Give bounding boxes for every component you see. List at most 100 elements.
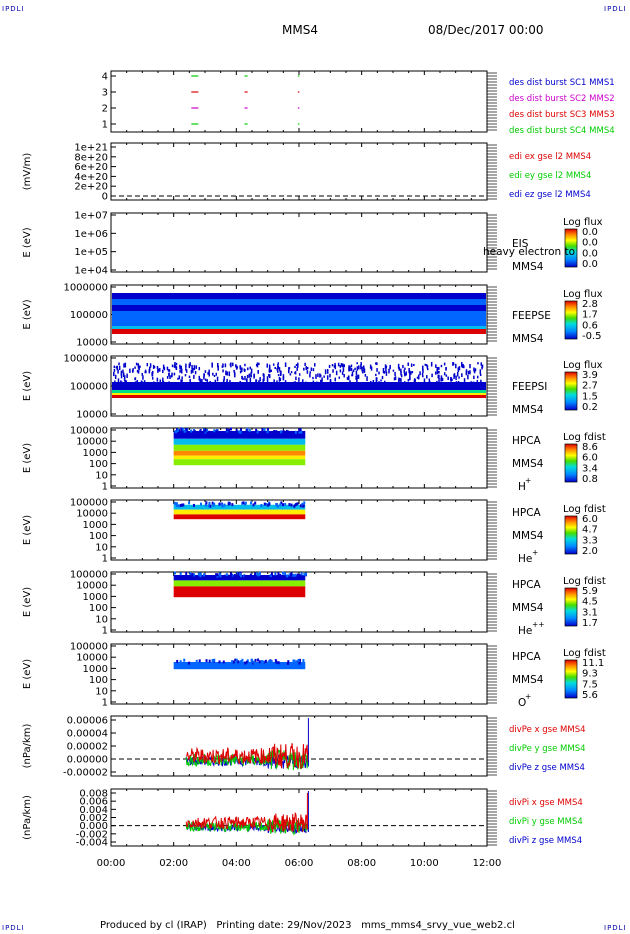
panel-feepsi-speck (346, 376, 349, 380)
panel-feepsi-speck (250, 374, 252, 378)
panel-edi-ytick-label: 0 (102, 192, 108, 203)
panel-hpca_he1-speck (211, 501, 214, 505)
panel-hpca_o-speck (297, 658, 300, 662)
panel-feepsi-speck (411, 371, 414, 374)
panel-hpca_he1-ytick-label: 10 (95, 542, 108, 553)
panel-hpca_he1-band (173, 509, 306, 515)
panel-feepsi-speck (144, 371, 146, 374)
panel-hpca_h-speck (248, 429, 251, 433)
panel-feepsi-speck (400, 368, 402, 373)
panel-feepsi-speck (473, 367, 475, 372)
panel-hpca_o-speck (188, 661, 191, 665)
panel-hpca_o-speck (235, 660, 238, 664)
panel-hpca_he1-speck (209, 504, 212, 508)
panel-feepse-ytick-label: 1000000 (63, 283, 108, 294)
panel-feepsi-speck (309, 373, 311, 378)
panel-feepsi-speck (118, 362, 120, 366)
panel-hpca_he1-ytick-label: 100000 (70, 498, 108, 509)
panel-feepse-row (112, 326, 486, 329)
panel-divpi-ytick-label: 0.004 (79, 805, 108, 816)
panel-hpca_he2-spacecraft: MMS4 (512, 602, 544, 614)
panel-feepsi-speck (341, 363, 344, 368)
panel-feepsi-speck (279, 373, 282, 377)
panel-hpca_o-species-charge: + (525, 692, 531, 701)
panel-edi-ytick-label: 8e+20 (74, 152, 108, 163)
panel-hpca_h-speck (227, 428, 230, 432)
x-tick-label: 08:00 (347, 858, 376, 869)
panel-feepse-ylabel: E (eV) (22, 299, 33, 329)
panel-feepsi-speck (289, 373, 292, 376)
panel-divpe-ytick-label: 0.00006 (67, 716, 108, 727)
panel-hpca_h-speck (298, 428, 301, 432)
panel-feepsi-speck (440, 375, 443, 378)
panel-edi-legend: edi ey gse l2 MMS4 (509, 171, 591, 181)
panel-feepsi-speck (276, 367, 278, 371)
panel-feepsi-speck (326, 369, 329, 374)
panel-hpca_h-ytick-label: 1 (102, 482, 108, 493)
panel-feepsi-speck (162, 364, 165, 370)
panel-feepsi-speck (356, 378, 358, 384)
panel-feepsi-speck (469, 364, 471, 369)
panel-hpca_o-speck (211, 661, 214, 665)
panel-feepsi-speck (402, 364, 404, 369)
panel-feepsi-speck (144, 369, 147, 373)
panel-hpca_he2-speck (218, 572, 221, 576)
panel-hpca_he2-speck (191, 572, 194, 576)
panel-hpca_he2-speck (237, 572, 240, 576)
panel-hpca_he2-speck (174, 571, 177, 575)
panel-feepsi-speck (443, 372, 446, 376)
panel-hpca_he1-speck (295, 503, 298, 507)
panel-hpca_o-speck (260, 660, 263, 664)
panel-hpca_he1-speck (252, 503, 255, 507)
panel-hpca_he2-band (173, 580, 306, 587)
panel-feepse-instrument: FEEPSE (512, 310, 551, 322)
panel-feepsi-speck (134, 366, 136, 369)
panel-feepsi-speck (297, 362, 299, 367)
panel-hpca_h-speck (229, 427, 232, 431)
panel-hpca_o-ytick-label: 10 (95, 686, 108, 697)
panel-burst-frame (110, 70, 488, 133)
panel-hpca_o-ytick-label: 1 (102, 698, 108, 709)
panel-feepsi-speck (151, 377, 154, 380)
panel-hpca_o-speck (239, 660, 242, 664)
panel-hpca_he1-speck (192, 503, 195, 507)
panel-hpca_o-speck (264, 659, 267, 663)
panel-feepsi-speck (397, 363, 400, 369)
panel-hpca_he2-speck (284, 572, 287, 576)
panel-hpca_he1-speck (179, 503, 182, 507)
panel-eis-ytick-label: 1e+07 (74, 211, 108, 222)
panel-feepsi-speck (195, 365, 198, 369)
panel-hpca_h-speck (204, 428, 207, 432)
panel-feepsi-speck (277, 374, 280, 377)
panel-feepsi-speck (194, 370, 197, 375)
panel-feepsi-speck (162, 369, 164, 374)
panel-feepsi-speck (204, 378, 207, 381)
panel-hpca_he1-speck (263, 502, 266, 506)
panel-feepsi-speck (338, 376, 341, 379)
panel-feepsi-speck (421, 373, 424, 376)
panel-feepsi-speck (278, 367, 281, 371)
panel-hpca_h-ytick-label: 100000 (70, 426, 108, 437)
panel-feepsi-cbar-tick: 2.7 (582, 381, 598, 392)
panel-feepsi-speck (477, 362, 479, 365)
panel-hpca_h-ytick-label: 10 (95, 470, 108, 481)
page-date: 08/Dec/2017 00:00 (428, 23, 544, 37)
panel-feepsi-speck (389, 364, 391, 368)
panel-feepsi-speck (312, 368, 315, 372)
panel-hpca_h-speck (193, 430, 196, 434)
panel-hpca_he2-speck (279, 573, 282, 577)
panel-hpca_o-speck (246, 660, 249, 664)
panel-hpca_h-speck (180, 427, 183, 431)
panel-hpca_he2-speck (296, 573, 299, 577)
panel-feepse-cbar-tick: 1.7 (582, 310, 598, 321)
panel-divpe-ytick-label: 0.00004 (67, 729, 108, 740)
panel-hpca_he2-speck (193, 573, 196, 577)
panel-feepsi-speck (419, 371, 421, 376)
panel-feepsi-speck (278, 376, 281, 382)
panel-feepsi-speck (458, 376, 460, 379)
panel-hpca_o-ytick-label: 10000 (76, 653, 108, 664)
panel-hpca_o-speck (231, 660, 234, 664)
panel-divpi-series-line (185, 812, 309, 833)
panel-feepsi-speck (136, 369, 139, 373)
x-tick-label: 04:00 (222, 858, 251, 869)
